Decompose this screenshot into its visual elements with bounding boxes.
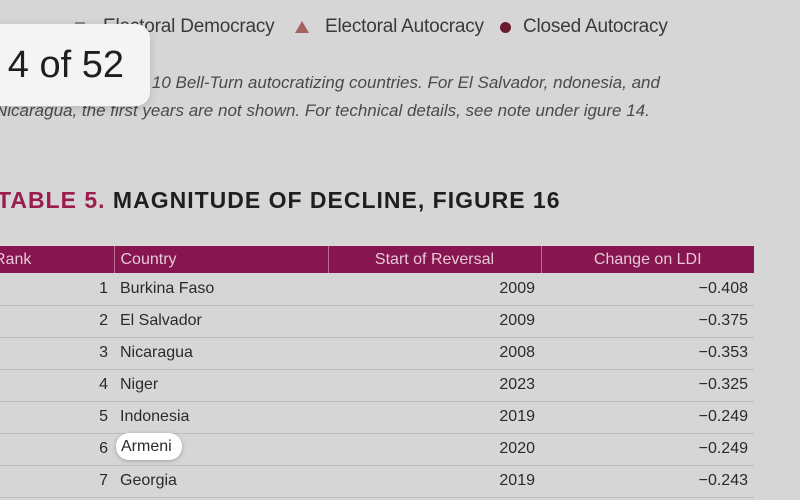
table-title-text: MAGNITUDE OF DECLINE, FIGURE 16 — [112, 187, 561, 213]
cell-change: −0.243 — [541, 465, 754, 498]
cell-rank: 1 — [0, 273, 114, 306]
table-title: TABLE 5. MAGNITUDE OF DECLINE, FIGURE 16 — [0, 187, 561, 214]
legend: Electoral Democracy Electoral Autocracy … — [75, 12, 668, 42]
circle-marker-icon — [500, 21, 511, 33]
cell-country: Nicaragua — [114, 337, 328, 370]
cell-change: −0.375 — [541, 305, 754, 338]
legend-label: Electoral Autocracy — [325, 16, 484, 37]
column-header-country: Country — [114, 246, 329, 273]
cell-change: −0.249 — [541, 433, 754, 466]
legend-label: Closed Autocracy — [523, 16, 668, 37]
cell-rank: 7 — [0, 465, 114, 498]
cell-start: 2008 — [328, 337, 541, 370]
legend-item-electoral-autocracy: Electoral Autocracy — [295, 16, 500, 38]
cell-change: −0.249 — [541, 401, 754, 434]
table-row: 4 Niger 2023 −0.325 — [0, 369, 754, 402]
page-indicator: 4 of 52 — [0, 24, 150, 106]
column-header-start: Start of Reversal — [328, 246, 542, 273]
cell-rank: 6 — [0, 433, 114, 466]
column-header-rank: Rank — [0, 246, 115, 273]
table-header-row: Rank Country Start of Reversal Change on… — [0, 246, 754, 273]
table-number: TABLE 5. — [0, 187, 106, 213]
table-row: 2 El Salvador 2009 −0.375 — [0, 305, 754, 338]
cell-country: El Salvador — [114, 305, 328, 338]
legend-item-closed-autocracy: Closed Autocracy — [500, 16, 668, 38]
figure-caption: DI values for the top 10 Bell-Turn autoc… — [0, 73, 660, 120]
cell-rank: 4 — [0, 369, 114, 402]
cell-start: 2020 — [328, 433, 541, 466]
column-header-change: Change on LDI — [541, 246, 754, 273]
cell-start: 2023 — [328, 369, 541, 402]
cell-change: −0.408 — [541, 273, 754, 306]
cell-country: Georgia — [114, 465, 328, 498]
cell-country: Indonesia — [114, 401, 328, 434]
table-row: 5 Indonesia 2019 −0.249 — [0, 401, 754, 434]
cell-rank: 5 — [0, 401, 114, 434]
cell-country: Niger — [114, 369, 328, 402]
table-row: 7 Georgia 2019 −0.243 — [0, 465, 754, 498]
table-row: 3 Nicaragua 2008 −0.353 — [0, 337, 754, 370]
table-row: 1 Burkina Faso 2009 −0.408 — [0, 273, 754, 306]
cell-country: Burkina Faso — [114, 273, 328, 306]
decline-table: Rank Country Start of Reversal Change on… — [0, 246, 754, 498]
cell-start: 2019 — [328, 401, 541, 434]
cell-start: 2019 — [328, 465, 541, 498]
cell-change: −0.325 — [541, 369, 754, 402]
table-row: 6 Armenia 2020 −0.249 — [0, 433, 754, 466]
cell-start: 2009 — [328, 273, 541, 306]
cell-start: 2009 — [328, 305, 541, 338]
text-selection-highlight[interactable]: Armeni — [116, 433, 182, 460]
cell-rank: 3 — [0, 337, 114, 370]
cell-rank: 2 — [0, 305, 114, 338]
cell-change: −0.353 — [541, 337, 754, 370]
triangle-marker-icon — [295, 21, 309, 33]
